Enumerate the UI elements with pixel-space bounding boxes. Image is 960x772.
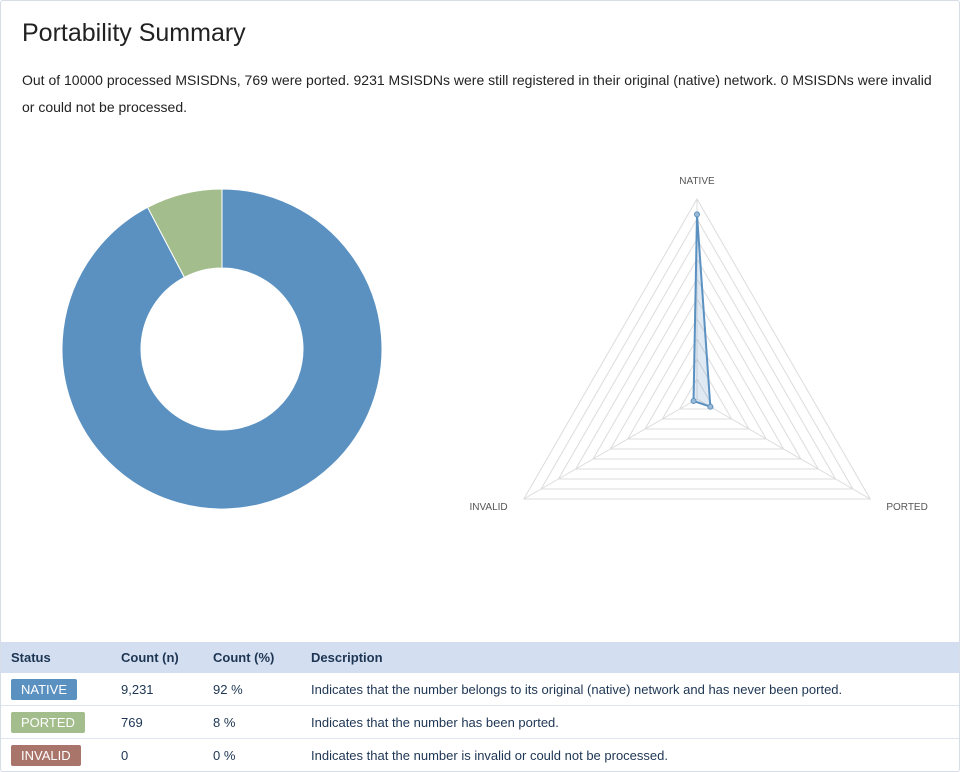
radar-grid-ring [609,297,785,450]
donut-slice-native [61,188,383,510]
header-count-percent: Count (%) [203,642,301,673]
radar-grid-ring [678,378,716,410]
radar-grid-ring [540,218,854,490]
radar-grid-ring [644,337,750,430]
radar-spoke [696,398,871,500]
table-row: PORTED 769 8 % Indicates that the number… [1,705,959,739]
cell-description: Indicates that the number belongs to its… [311,681,843,697]
radar-spoke [523,398,698,500]
radar-data-polygon [692,214,712,409]
header-count-n: Count (n) [111,642,203,673]
donut-slice-ported [146,188,223,278]
cell-description: Indicates that the number has been porte… [301,705,959,739]
status-badge-invalid: INVALID [11,744,81,766]
cell-percent: 0 % [203,738,301,771]
radar-grid-ring [592,277,802,460]
radar-point-ported [707,403,714,410]
status-badge-native: NATIVE [11,678,77,700]
status-table: Status Count (n) Count (%) Description N… [1,642,959,771]
cell-count: 769 [111,705,203,739]
radar-grid-ring [574,258,820,470]
header-description: Description [301,642,959,673]
header-status: Status [1,642,111,673]
radar-grid-ring [522,197,872,500]
radar-point-native [694,211,700,218]
cell-count: 9,231 [121,681,154,697]
radar-axis-label-ported: PORTED [886,502,928,513]
radar-axis-label-invalid: INVALID [469,502,507,513]
cell-count: 0 [111,738,203,771]
page-title: Portability Summary [22,19,246,47]
cell-description: Indicates that the number is invalid or … [301,738,959,771]
table-row: NATIVE 9,231 92 % Indicates that the num… [1,673,959,706]
summary-text: Out of 10000 processed MSISDNs, 769 were… [22,72,932,115]
table-row: INVALID 0 0 % Indicates that the number … [1,738,959,771]
radar-chart: NATIVE PORTED INVALID [469,176,928,513]
cell-percent: 92 % [213,681,243,697]
radar-grid-ring [661,358,733,420]
radar-point-invalid [690,398,697,404]
radar-axis-label-native: NATIVE [679,176,715,187]
radar-grid-ring [626,318,768,440]
table-header-row: Status Count (n) Count (%) Description [1,642,959,673]
cell-percent: 8 % [203,705,301,739]
radar-grid-ring [557,237,837,480]
status-badge-ported: PORTED [11,711,85,733]
donut-chart [61,188,383,510]
